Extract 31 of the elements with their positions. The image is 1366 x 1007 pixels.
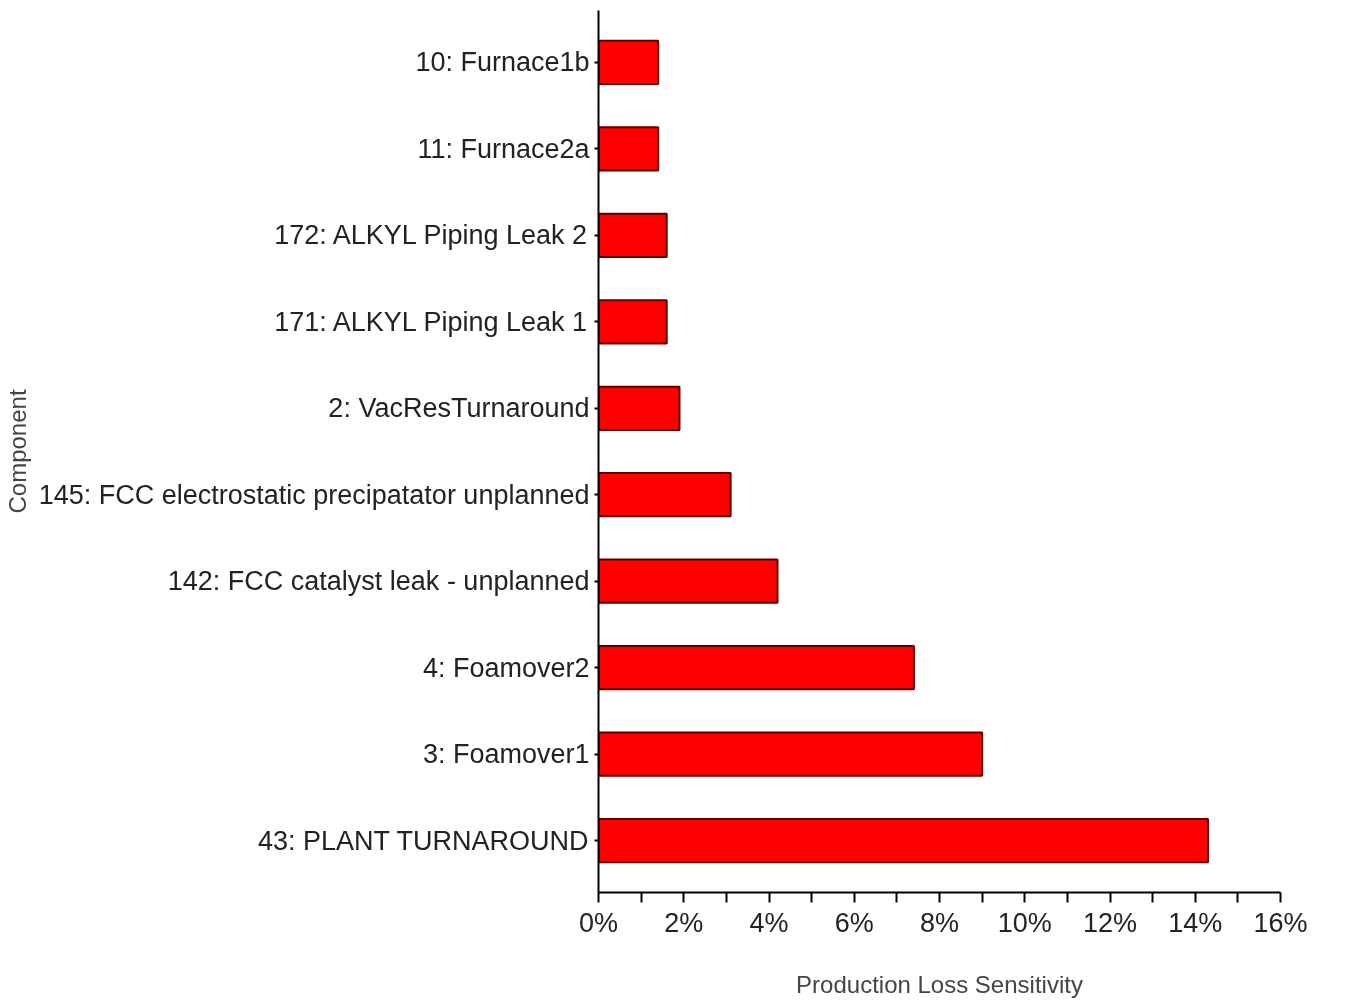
y-tick-label: 4: Foamover2 xyxy=(422,652,590,683)
bar xyxy=(598,645,915,691)
y-tick-label: 172: ALKYL Piping Leak 2 xyxy=(274,220,588,251)
x-tick-label: 0% xyxy=(578,907,619,938)
y-axis-title: Component xyxy=(3,389,31,514)
y-tick-label: 10: Furnace1b xyxy=(415,47,590,78)
y-tick-label: 142: FCC catalyst leak - unplanned xyxy=(167,566,590,597)
bar xyxy=(598,731,984,777)
y-tick-label: 145: FCC electrostatic precipatator unplanned xyxy=(38,479,590,510)
bar xyxy=(598,299,668,345)
bar xyxy=(598,558,779,604)
bar xyxy=(598,39,660,85)
bar xyxy=(598,126,660,172)
x-tick-label: 4% xyxy=(749,907,789,938)
y-tick-label: 11: Furnace2a xyxy=(417,133,591,164)
bar xyxy=(598,385,681,431)
bar xyxy=(598,472,732,518)
y-tick-label: 2: VacResTurnaround xyxy=(328,393,590,424)
x-tick-label: 10% xyxy=(997,907,1052,938)
x-tick-label: 12% xyxy=(1082,907,1138,938)
x-tick-label: 14% xyxy=(1168,907,1223,938)
x-tick-label: 2% xyxy=(664,907,704,938)
bar xyxy=(598,212,668,258)
y-tick-label: 3: Foamover1 xyxy=(422,739,590,770)
y-tick-label: 43: PLANT TURNAROUND xyxy=(257,825,589,856)
x-tick-label: 8% xyxy=(919,907,960,938)
x-tick-label: 6% xyxy=(834,907,874,938)
bar xyxy=(598,818,1210,864)
y-tick-label: 171: ALKYL Piping Leak 1 xyxy=(274,306,588,337)
x-axis-title: Production Loss Sensitivity xyxy=(796,970,1083,998)
x-tick-label: 16% xyxy=(1253,907,1308,938)
